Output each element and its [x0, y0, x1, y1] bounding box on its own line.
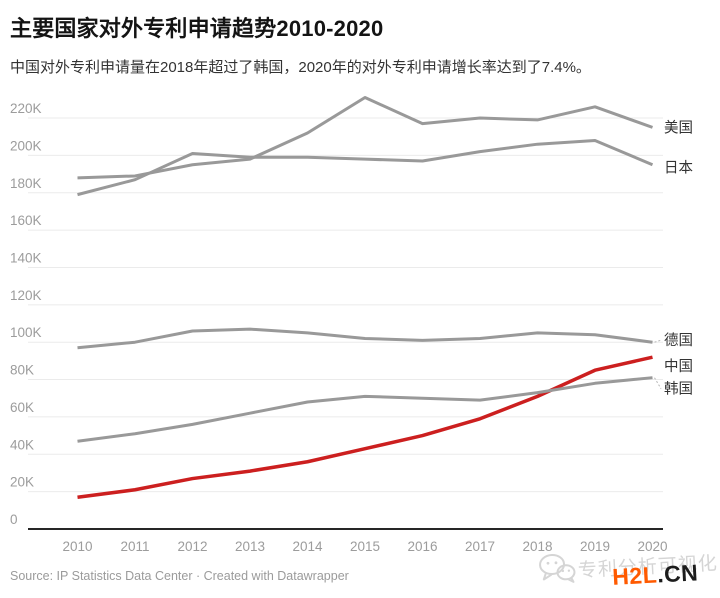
x-tick-label: 2014 — [292, 539, 323, 554]
x-tick-label: 2018 — [522, 539, 552, 554]
x-tick-label: 2020 — [637, 539, 667, 554]
watermark-brand: H2L.CN — [612, 559, 699, 590]
y-tick-label: 80K — [10, 363, 34, 378]
y-tick-label: 40K — [10, 437, 34, 452]
series-line-germany — [77, 327, 653, 350]
x-tick-label: 2013 — [235, 539, 265, 554]
page-title: 主要国家对外专利申请趋势2010-2020 — [10, 16, 384, 41]
series-label-japan: 日本 — [664, 160, 693, 177]
series-line-china — [77, 355, 653, 499]
watermark-brand-h2l: H2L — [611, 561, 658, 590]
series-line-korea — [77, 376, 653, 443]
series-line-japan — [77, 138, 654, 197]
x-tick-label: 2011 — [120, 539, 149, 554]
series-line-usa — [77, 95, 654, 180]
x-tick-label: 2012 — [177, 539, 207, 554]
x-tick-label: 2016 — [407, 539, 437, 554]
series-label-germany: 德国 — [664, 332, 693, 349]
source-credit: Source: IP Statistics Data Center · Crea… — [10, 569, 349, 583]
y-tick-label: 220K — [10, 101, 42, 116]
y-tick-label: 140K — [10, 250, 42, 265]
y-tick-label: 180K — [10, 176, 42, 191]
x-tick-label: 2010 — [62, 539, 92, 554]
y-tick-label: 60K — [10, 400, 34, 415]
series-label-korea: 韩国 — [664, 381, 693, 398]
x-tick-label: 2019 — [580, 539, 610, 554]
y-tick-label: 0 — [10, 512, 18, 527]
series-label-china: 中国 — [664, 358, 693, 375]
chart-subtitle: 中国对外专利申请量在2018年超过了韩国，2020年的对外专利申请增长率达到了7… — [10, 59, 591, 76]
x-tick-label: 2015 — [350, 539, 380, 554]
watermark: 专利分析可视化 H2L.CN — [537, 540, 720, 598]
y-tick-label: 120K — [10, 288, 42, 303]
y-tick-label: 160K — [10, 213, 42, 228]
y-tick-label: 200K — [10, 138, 42, 153]
x-tick-label: 2017 — [465, 539, 495, 554]
watermark-brand-cn: .CN — [656, 559, 699, 588]
y-tick-label: 20K — [10, 475, 34, 490]
y-tick-label: 100K — [10, 325, 42, 340]
series-label-usa: 美国 — [664, 119, 693, 136]
label-connector-germany — [654, 339, 662, 343]
wechat-icon — [539, 554, 576, 583]
